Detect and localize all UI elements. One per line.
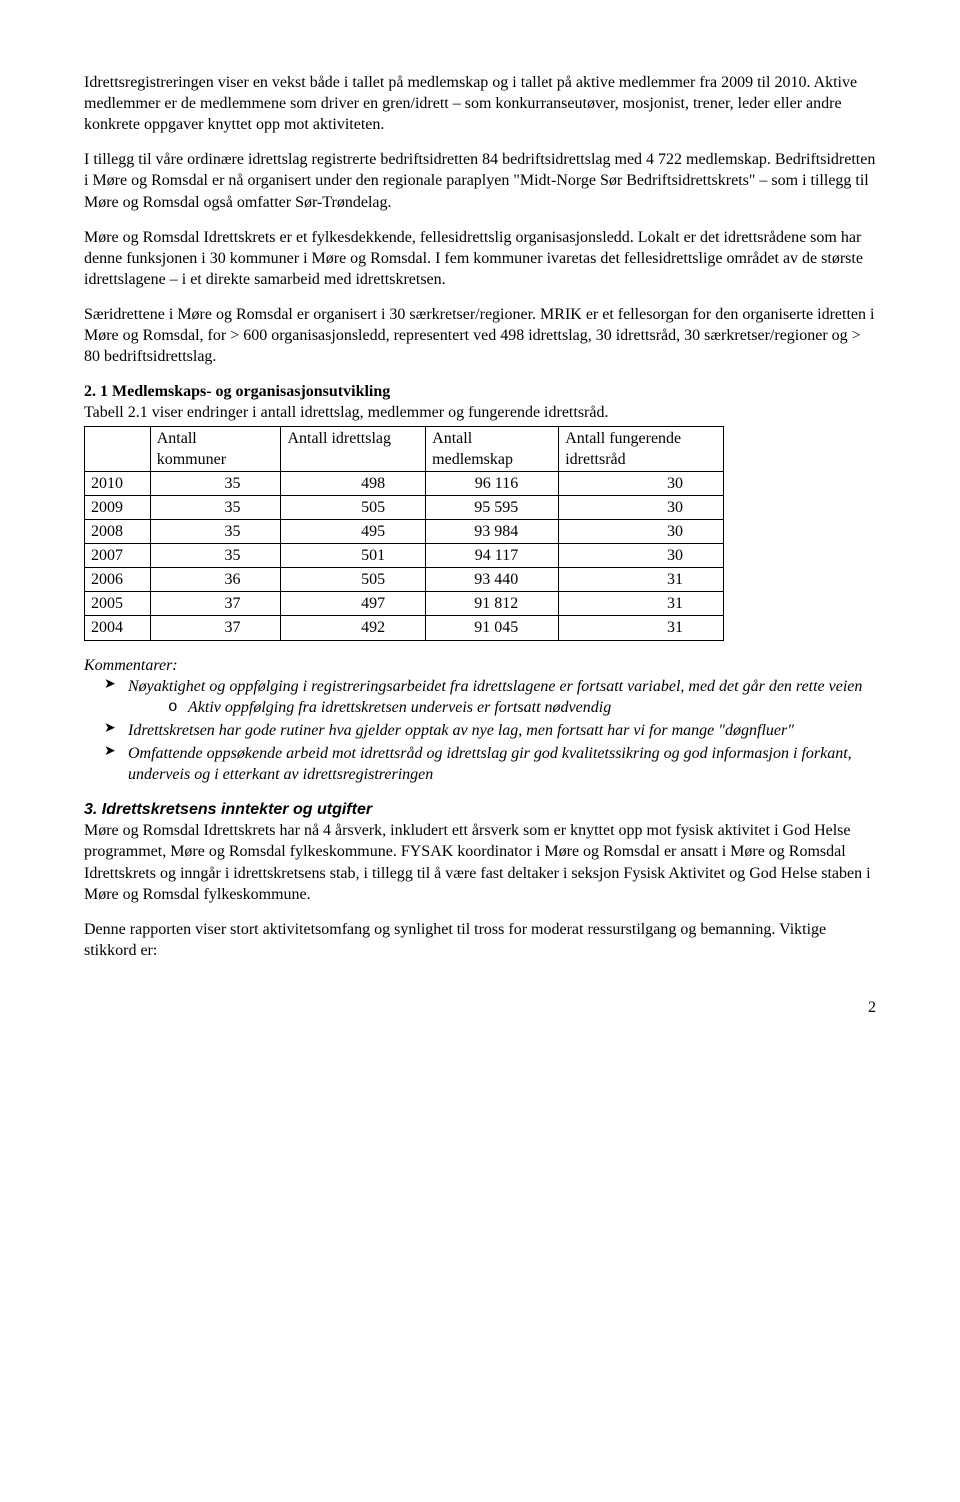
header-idrettslag: Antall idrettslag — [281, 426, 426, 471]
comments-list: Nøyaktighet og oppfølging i registrering… — [84, 676, 876, 786]
table-row: 2009 35 505 95 595 30 — [85, 495, 724, 519]
list-item: Nøyaktighet og oppfølging i registrering… — [104, 676, 876, 718]
table-row: 2006 36 505 93 440 31 — [85, 568, 724, 592]
intro-paragraph-1: Idrettsregistreringen viser en vekst båd… — [84, 72, 876, 135]
membership-table: Antall kommuner Antall idrettslag Antall… — [84, 426, 724, 641]
table-caption: Tabell 2.1 viser endringer i antall idre… — [84, 402, 876, 423]
header-empty — [85, 426, 151, 471]
table-header-row: Antall kommuner Antall idrettslag Antall… — [85, 426, 724, 471]
list-subitem: Aktiv oppfølging fra idrettskretsen unde… — [168, 697, 876, 718]
header-medlemskap: Antall medlemskap — [426, 426, 559, 471]
header-kommuner: Antall kommuner — [150, 426, 281, 471]
table-row: 2008 35 495 93 984 30 — [85, 519, 724, 543]
list-item: Idrettskretsen har gode rutiner hva gjel… — [104, 720, 876, 741]
list-item: Omfattende oppsøkende arbeid mot idretts… — [104, 743, 876, 785]
section-3-paragraph-1: Møre og Romsdal Idrettskrets har nå 4 år… — [84, 820, 876, 904]
section-2-heading: 2. 1 Medlemskaps- og organisasjonsutvikl… — [84, 381, 876, 402]
comments-label: Kommentarer: — [84, 655, 876, 676]
table-row: 2005 37 497 91 812 31 — [85, 592, 724, 616]
intro-paragraph-3: Møre og Romsdal Idrettskrets er et fylke… — [84, 227, 876, 290]
section-3-paragraph-2: Denne rapporten viser stort aktivitetsom… — [84, 919, 876, 961]
page-number: 2 — [84, 997, 876, 1018]
table-row: 2010 35 498 96 116 30 — [85, 471, 724, 495]
intro-paragraph-4: Særidrettene i Møre og Romsdal er organi… — [84, 304, 876, 367]
intro-paragraph-2: I tillegg til våre ordinære idrettslag r… — [84, 149, 876, 212]
header-idrettsrad: Antall fungerende idrettsråd — [559, 426, 724, 471]
table-row: 2004 37 492 91 045 31 — [85, 616, 724, 640]
section-3-heading: 3. Idrettskretsens inntekter og utgifter — [84, 799, 876, 820]
table-row: 2007 35 501 94 117 30 — [85, 544, 724, 568]
